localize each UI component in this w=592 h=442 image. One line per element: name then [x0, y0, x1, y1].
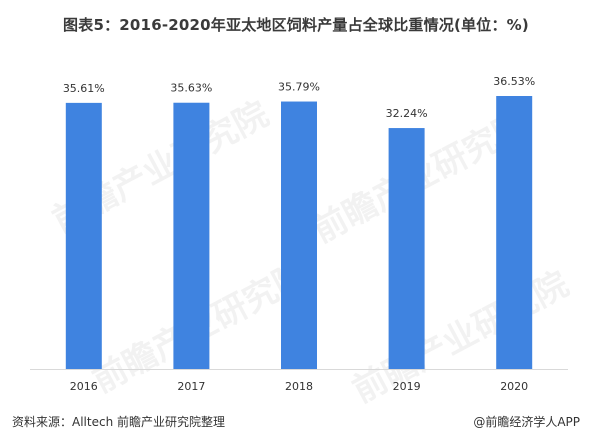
bar-2016 [65, 102, 102, 370]
bars-group: 35.61% 2016 35.63% 2017 35.79% 2018 32.24% 2019… [63, 75, 535, 393]
x-tick-label-2018: 2018 [285, 380, 313, 393]
x-tick-label-2016: 2016 [70, 380, 98, 393]
x-tick-label-2020: 2020 [500, 380, 528, 393]
data-label-2020: 36.53% [493, 75, 535, 88]
x-tick-label-2019: 2019 [393, 380, 421, 393]
chart-title: 图表5：2016-2020年亚太地区饲料产量占全球比重情况(单位：%) [63, 16, 529, 34]
bar-2019 [388, 128, 425, 369]
credit-note: @前瞻经济学人APP [473, 415, 580, 429]
x-tick-label-2017: 2017 [177, 380, 205, 393]
bar-2018 [281, 101, 317, 370]
bar-2020 [496, 96, 533, 369]
data-label-2016: 35.61% [63, 82, 105, 95]
data-label-2017: 35.63% [170, 82, 212, 95]
data-label-2019: 32.24% [386, 107, 428, 120]
data-label-2018: 35.79% [278, 81, 320, 94]
bar-2017 [173, 102, 210, 369]
source-note: 资料来源：Alltech 前瞻产业研究院整理 [12, 415, 225, 429]
